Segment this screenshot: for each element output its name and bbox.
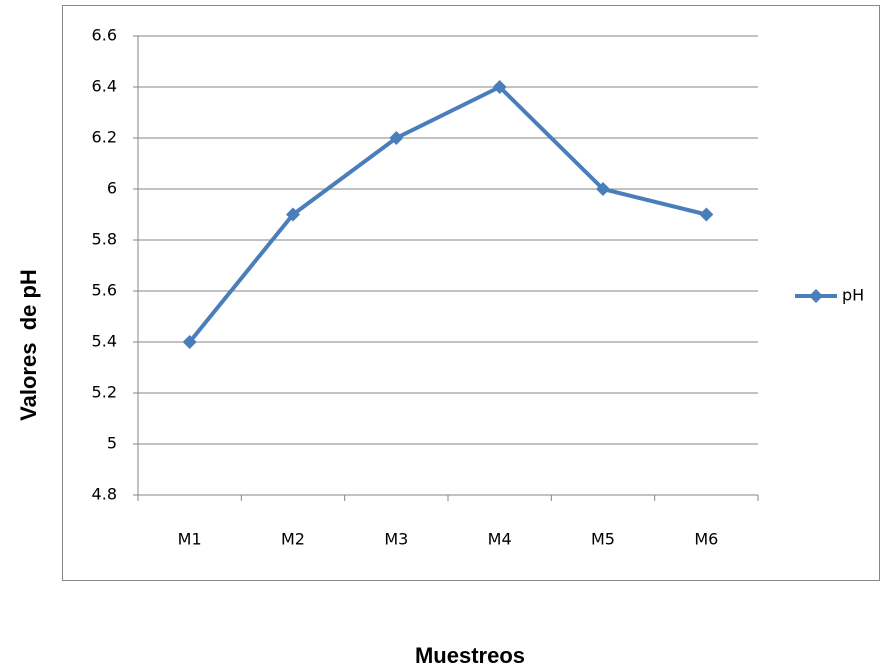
- legend-label: pH: [842, 286, 864, 305]
- y-tick-label: 5.8: [92, 230, 117, 249]
- legend-marker: [809, 289, 823, 303]
- data-point: [596, 182, 610, 196]
- y-tick-label: 6: [107, 179, 117, 198]
- data-point: [286, 207, 300, 222]
- data-point: [492, 80, 507, 94]
- data-point: [699, 207, 714, 222]
- y-tick-label: 5: [107, 434, 117, 453]
- x-axis-title: Muestreos: [415, 643, 525, 668]
- y-tick-label: 6.2: [92, 128, 117, 147]
- x-tick-label: M5: [591, 530, 615, 549]
- y-tick-label: 5.4: [92, 332, 117, 351]
- data-point: [182, 335, 197, 349]
- x-tick-label: M1: [178, 530, 202, 549]
- x-tick-label: M4: [488, 530, 512, 549]
- x-tick-label: M3: [384, 530, 408, 549]
- y-tick-label: 6.6: [92, 26, 117, 45]
- y-tick-label: 5.2: [92, 383, 117, 402]
- data-point: [389, 131, 404, 145]
- series-line: [188, 85, 707, 344]
- y-axis-title: Valores de pH: [16, 269, 41, 421]
- chart-border: [62, 5, 880, 581]
- y-tick-label: 6.4: [92, 77, 117, 96]
- x-tick-label: M6: [694, 530, 718, 549]
- y-tick-label: 4.8: [92, 485, 117, 504]
- x-tick-label: M2: [281, 530, 305, 549]
- y-tick-label: 5.6: [92, 281, 117, 300]
